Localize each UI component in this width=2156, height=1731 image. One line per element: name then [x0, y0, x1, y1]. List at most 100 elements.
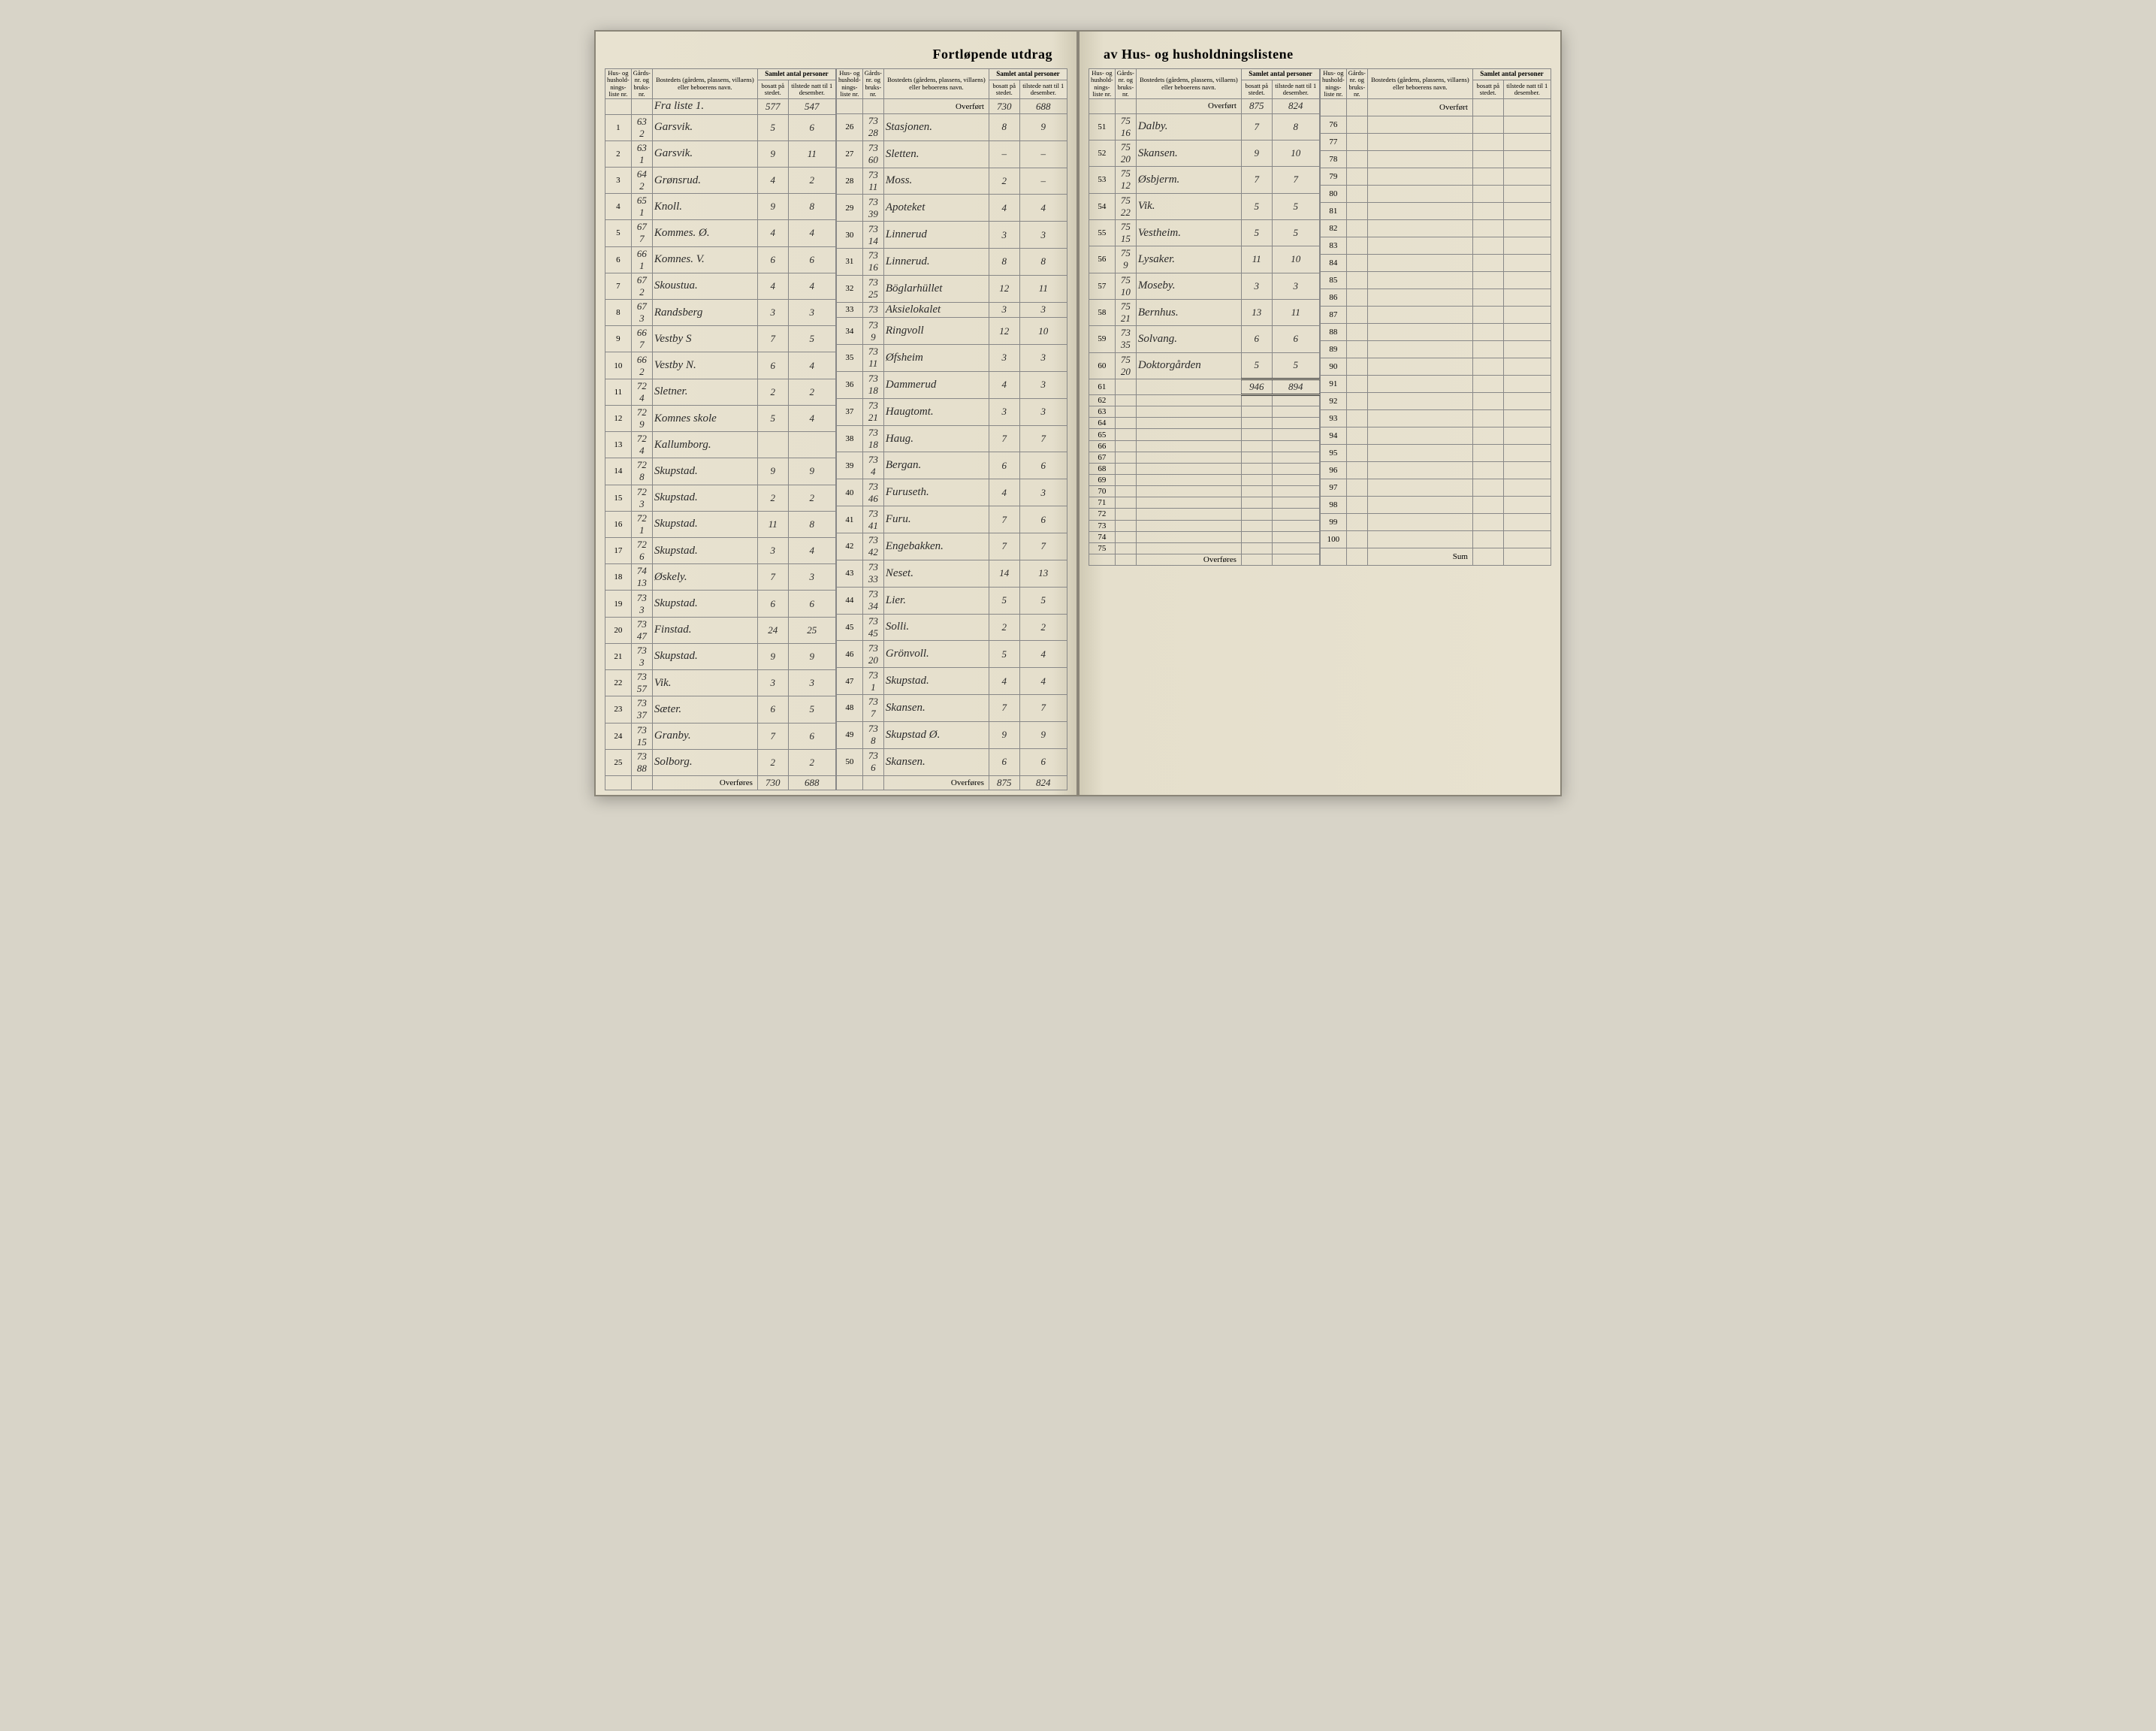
- gard-nr: 75: [1117, 274, 1134, 286]
- table-row: 37 7321 Haugtomt. 3 3: [837, 398, 1067, 425]
- table-row: 26 7328 Stasjonen. 8 9: [837, 113, 1067, 140]
- bruks-nr: 6: [865, 762, 882, 774]
- row-number: 7: [605, 273, 632, 299]
- table-row: 98: [1321, 497, 1551, 514]
- bosatt-val: 6: [989, 452, 1019, 479]
- bosted-name: Grønsrud.: [652, 167, 757, 193]
- bosted-name: Apoteket: [883, 195, 989, 222]
- row-number: 92: [1321, 393, 1347, 410]
- bosted-name: Skansen.: [883, 748, 989, 775]
- bosatt-val: 6: [757, 591, 788, 617]
- bosatt-val: 9: [1241, 140, 1272, 166]
- bosted-name: Skupstad.: [652, 591, 757, 617]
- table-row: 38 7318 Haug. 7 7: [837, 425, 1067, 452]
- bruks-nr: 9: [1117, 259, 1134, 271]
- tilstede-val: 11: [1019, 275, 1067, 302]
- bruks-nr: 10: [1117, 286, 1134, 298]
- table-row: 9 667 Vestby S 7 5: [605, 326, 836, 352]
- bosatt-val: [1241, 542, 1272, 554]
- bosatt-val: 7: [757, 326, 788, 352]
- tilstede-val: 6: [1272, 326, 1319, 352]
- row-number: 74: [1089, 531, 1116, 542]
- bosted-name: Skupstad.: [652, 485, 757, 511]
- gard-nr: 75: [1117, 195, 1134, 207]
- bosted-name: [1136, 497, 1241, 509]
- bosted-name: [1367, 255, 1472, 272]
- bosted-name: Solli.: [883, 614, 989, 641]
- bosatt-val: [1241, 486, 1272, 497]
- table-row: 100: [1321, 530, 1551, 548]
- row-number: 36: [837, 371, 863, 398]
- page-right: av Hus- og husholdningslistene Hus- og h…: [1080, 32, 1560, 795]
- bosatt-val: 9: [757, 643, 788, 669]
- bruks-nr: 2: [633, 128, 651, 140]
- table-row: 70: [1089, 486, 1320, 497]
- tilstede-val: 4: [1019, 195, 1067, 222]
- row-number: 47: [837, 668, 863, 695]
- bosatt-val: [1472, 445, 1503, 462]
- table-row: 3 642 Grønsrud. 4 2: [605, 167, 836, 193]
- bosatt-val: [1472, 358, 1503, 376]
- table-row: 17 726 Skupstad. 3 4: [605, 538, 836, 564]
- bruks-nr: 3: [633, 313, 651, 325]
- bosatt-val: [1472, 530, 1503, 548]
- bosatt-val: [1241, 509, 1272, 520]
- bosatt-val: 4: [989, 479, 1019, 506]
- bosatt-val: [1472, 116, 1503, 134]
- table-row: 2 631 Garsvik. 9 11: [605, 140, 836, 167]
- bosted-name: Garsvik.: [652, 114, 757, 140]
- tilstede-val: [1503, 151, 1551, 168]
- bosatt-val: 4: [989, 371, 1019, 398]
- tilstede-val: 3: [1019, 371, 1067, 398]
- bosatt-val: 5: [1241, 352, 1272, 379]
- tilstede-val: 6: [788, 246, 835, 273]
- sum-row: Sum: [1321, 548, 1551, 565]
- bosatt-val: [1472, 514, 1503, 531]
- table-row: 56 759 Lysaker. 11 10: [1089, 246, 1320, 273]
- table-row: 95: [1321, 445, 1551, 462]
- tilstede-val: 3: [788, 300, 835, 326]
- gard-nr: 66: [633, 248, 651, 260]
- row-number: 75: [1089, 542, 1116, 554]
- bruks-nr: 8: [633, 471, 651, 483]
- bruks-nr: 42: [865, 546, 882, 558]
- table-row: 85: [1321, 272, 1551, 289]
- row-number: 76: [1321, 116, 1347, 134]
- bosatt-val: [757, 432, 788, 458]
- tilstede-val: 4: [788, 273, 835, 299]
- gard-nr: 72: [633, 486, 651, 498]
- table-row: 22 7357 Vik. 3 3: [605, 670, 836, 696]
- tilstede-val: [1503, 376, 1551, 393]
- overfort-row: Overført 730 688: [837, 99, 1067, 113]
- tilstede-val: [1503, 410, 1551, 427]
- row-number: 64: [1089, 418, 1116, 429]
- bosted-name: Øfsheim: [883, 345, 989, 372]
- bosted-name: Moss.: [883, 168, 989, 195]
- bosatt-val: 7: [757, 564, 788, 591]
- bosted-name: Knoll.: [652, 194, 757, 220]
- table-row: 73: [1089, 520, 1320, 531]
- overfort-label: Overført: [883, 99, 989, 113]
- bosatt-val: [1472, 186, 1503, 203]
- table-row: 51 7516 Dalby. 7 8: [1089, 113, 1320, 140]
- tilstede-val: [1503, 514, 1551, 531]
- tilstede-val: 8: [1272, 113, 1319, 140]
- row-number: 91: [1321, 376, 1347, 393]
- table-row: 68: [1089, 463, 1320, 474]
- tilstede-val: [1503, 134, 1551, 151]
- table-row: 30 7314 Linnerud 3 3: [837, 222, 1067, 249]
- bosatt-val: [1472, 307, 1503, 324]
- overfores-label: Overføres: [652, 775, 757, 790]
- bruks-nr: 2: [633, 366, 651, 378]
- bosatt-val: [1241, 429, 1272, 440]
- gard-nr: 66: [633, 327, 651, 339]
- gard-nr: 73: [865, 642, 882, 654]
- bruks-nr: 4: [633, 392, 651, 404]
- bosted-name: Dalby.: [1136, 113, 1241, 140]
- bosted-name: Furuseth.: [883, 479, 989, 506]
- row-number: 80: [1321, 186, 1347, 203]
- bosted-name: Skupstad.: [652, 511, 757, 537]
- bosted-name: Vik.: [652, 670, 757, 696]
- bruks-nr: 2: [633, 286, 651, 298]
- bosted-name: [1367, 514, 1472, 531]
